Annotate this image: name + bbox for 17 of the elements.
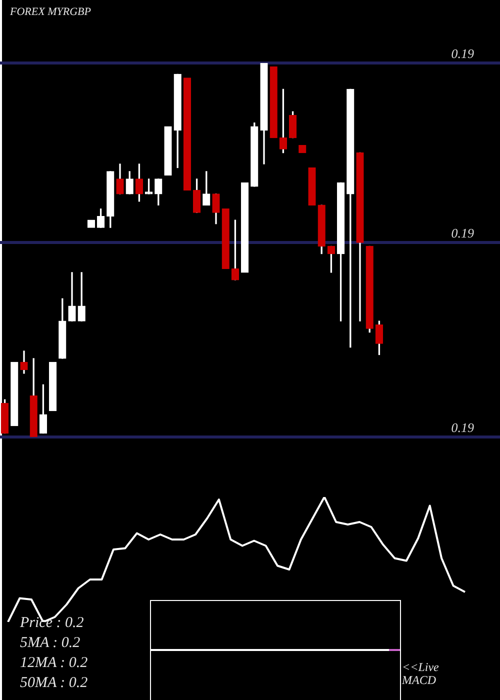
candlestick xyxy=(164,126,172,176)
text: 0.19 xyxy=(451,226,474,241)
candlestick xyxy=(240,182,249,273)
text: 50MA : 0.2 xyxy=(20,674,88,693)
candlestick xyxy=(183,78,192,190)
text: 0.19 xyxy=(451,420,474,435)
candlestick xyxy=(10,362,18,426)
annotation: Price : 0.2 xyxy=(20,614,84,633)
text: <<Live MACD xyxy=(402,660,440,687)
chart-title: FOREX MYRGBP xyxy=(10,6,91,19)
candlestick xyxy=(308,167,316,206)
candlestick xyxy=(222,208,230,270)
candlestick xyxy=(48,362,57,412)
text: 0.19 xyxy=(451,46,474,61)
text: 5MA : 0.2 xyxy=(20,634,80,653)
text: 12MA : 0.2 xyxy=(20,654,88,673)
candlestick xyxy=(270,66,278,138)
